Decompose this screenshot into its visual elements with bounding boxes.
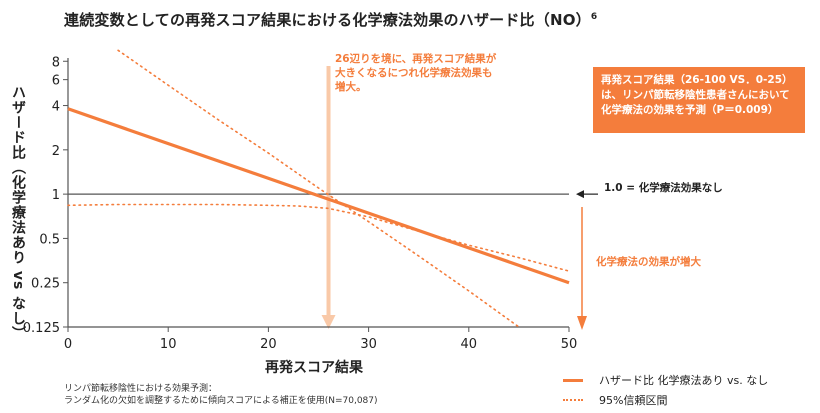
annotation-line: 26辺りを境に、再発スコア結果が xyxy=(335,53,497,65)
y-tick-label: 4 xyxy=(52,100,60,115)
chart-title: 連続変数としての再発スコア結果における化学療法効果のハザード比（NO）6 xyxy=(64,11,598,29)
result-callout-box: 再発スコア結果（26-100 VS．0-25） は、リンパ節転移陰性患者さんにお… xyxy=(593,67,805,133)
effect-arrowhead xyxy=(577,316,587,330)
y-tick-label: 2 xyxy=(52,144,60,159)
y-tick-label: 8 xyxy=(52,55,60,70)
effect-increase-label: 化学療法の効果が増大 xyxy=(596,256,701,268)
x-axis-label: 再発スコア結果 xyxy=(265,360,363,376)
footnote-line: ランダム化の欠如を調整するために傾向スコアによる補正を使用(N=70,087) xyxy=(64,396,378,406)
x-tick-label: 20 xyxy=(260,337,277,352)
footnote-line: リンパ節転移陰性における効果予測： xyxy=(64,384,218,394)
x-tick-label: 50 xyxy=(561,337,578,352)
hazard-ratio-line xyxy=(67,107,570,285)
y-axis-label: ハザード比（化学療法あり vs なし） xyxy=(10,85,26,342)
reference-pointer-arrowhead xyxy=(576,190,584,199)
x-tick-label: 10 xyxy=(160,337,177,352)
callout-line: 化学療法の効果を予測（P＝0.009） xyxy=(601,104,779,116)
legend: ハザード比 化学療法あり vs. なし 95%信頼区間 xyxy=(563,370,768,410)
annotation-line: 大きくなるにつれ化学療法効果も xyxy=(335,67,493,79)
ci-upper-line xyxy=(117,49,520,328)
legend-label: ハザード比 化学療法あり vs. なし xyxy=(599,374,769,387)
y-tick-label: 0.125 xyxy=(23,321,60,336)
callout-line: 再発スコア結果（26-100 VS．0-25） xyxy=(601,74,793,86)
legend-item-confidence-interval: 95%信頼区間 xyxy=(563,390,768,410)
y-tick-label: 0.5 xyxy=(39,232,60,247)
y-tick-label: 1 xyxy=(52,188,60,203)
threshold-annotation: 26辺りを境に、再発スコア結果が 大きくなるにつれ化学療法効果も 増大。 xyxy=(335,52,520,94)
x-tick-label: 0 xyxy=(64,337,72,352)
legend-label: 95%信頼区間 xyxy=(599,394,668,407)
reference-line-label: 1.0 = 化学療法効果なし xyxy=(604,182,723,194)
threshold-arrowhead xyxy=(321,315,336,329)
x-tick-label: 30 xyxy=(360,337,377,352)
callout-line: は、リンパ節転移陰性患者さんにおいて xyxy=(601,89,790,101)
x-tick-label: 40 xyxy=(461,337,478,352)
legend-dotted-line-icon xyxy=(563,399,583,401)
annotation-line: 増大。 xyxy=(335,81,367,93)
y-tick-label: 0.25 xyxy=(31,277,60,292)
legend-solid-line-icon xyxy=(563,378,583,382)
ci-lower-line xyxy=(67,203,570,272)
footnote: リンパ節転移陰性における効果予測： ランダム化の欠如を調整するために傾向スコアに… xyxy=(64,383,378,407)
y-tick-label: 6 xyxy=(52,74,60,89)
legend-item-hazard-ratio: ハザード比 化学療法あり vs. なし xyxy=(563,370,768,390)
